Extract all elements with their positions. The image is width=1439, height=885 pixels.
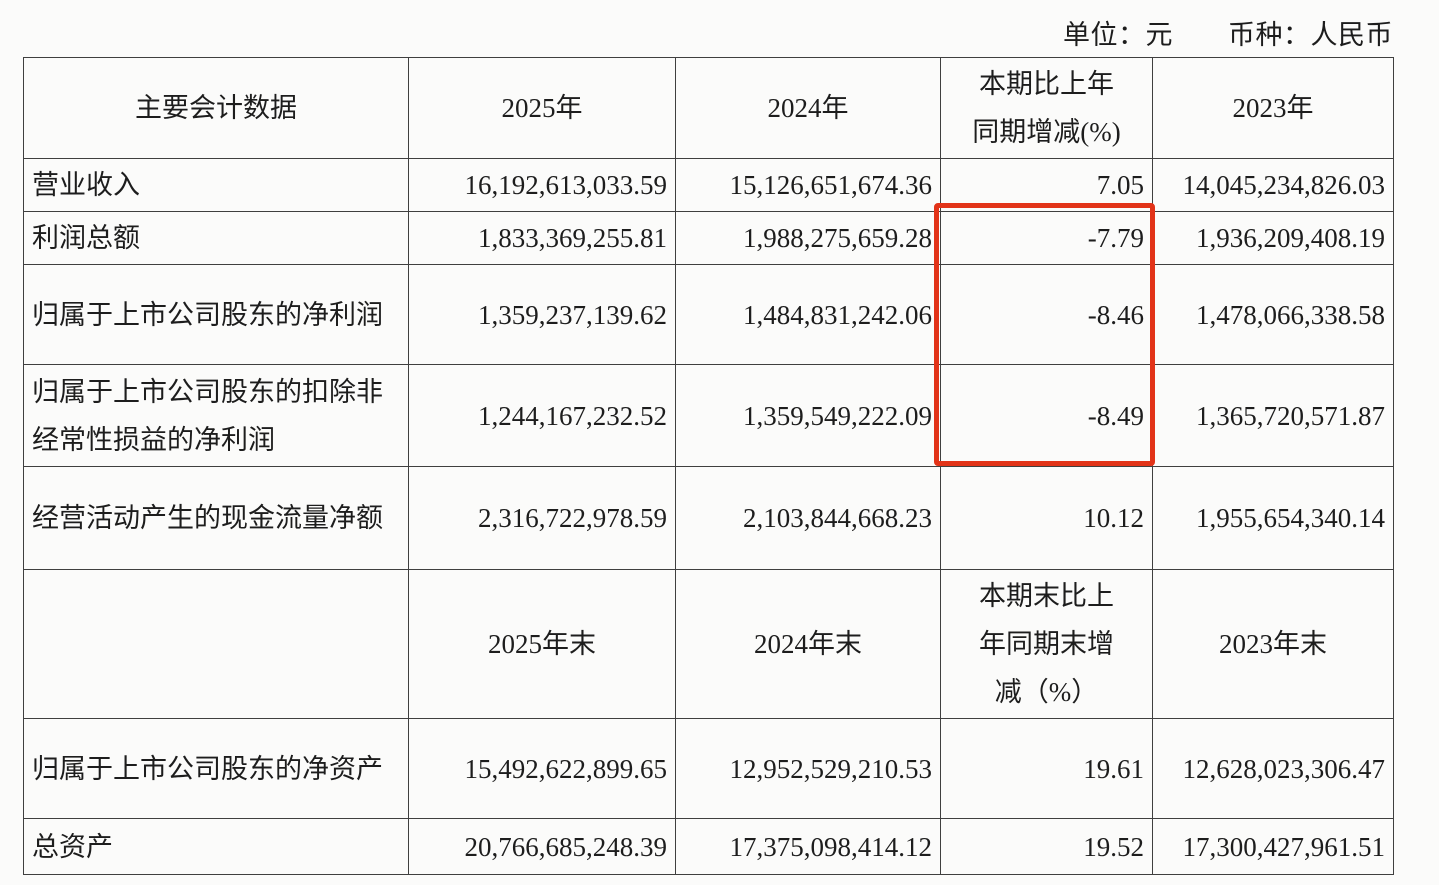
value-2023: 14,045,234,826.03 — [1152, 158, 1394, 213]
header-2023-end: 2023年末 — [1152, 569, 1394, 720]
metric-label: 归属于上市公司股东的净资产 — [23, 718, 409, 820]
table-row: 归属于上市公司股东的净资产 15,492,622,899.65 12,952,5… — [23, 718, 1394, 820]
value-2024: 15,126,651,674.36 — [675, 158, 941, 213]
value-delta: -8.49 — [940, 364, 1153, 468]
metric-label: 归属于上市公司股东的净利润 — [23, 264, 409, 366]
accounting-data-table-wrap: 主要会计数据 2025年 2024年 本期比上年 同期增减(%) 2023年 营… — [23, 56, 1394, 876]
value-2025: 16,192,613,033.59 — [408, 158, 676, 213]
value-delta: 7.05 — [940, 158, 1153, 213]
value-2025: 1,833,369,255.81 — [408, 211, 676, 266]
value-2024: 17,375,098,414.12 — [675, 818, 941, 876]
header-2023: 2023年 — [1152, 56, 1394, 160]
metric-label: 总资产 — [23, 818, 409, 876]
value-delta: 10.12 — [940, 466, 1153, 571]
header-metric: 主要会计数据 — [23, 56, 409, 160]
header-delta-line1: 本期比上年 — [979, 69, 1114, 99]
header-delta-end-line3: 减（%） — [994, 677, 1099, 708]
value-2025: 1,244,167,232.52 — [408, 364, 676, 468]
metric-label: 营业收入 — [23, 158, 409, 213]
table-row: 归属于上市公司股东的扣除非经常性损益的净利润 1,244,167,232.52 … — [23, 364, 1394, 468]
value-2024: 1,988,275,659.28 — [675, 211, 941, 266]
header-2025: 2025年 — [408, 56, 676, 160]
value-2023: 1,936,209,408.19 — [1152, 211, 1394, 266]
header-empty — [23, 569, 409, 720]
value-2023: 1,365,720,571.87 — [1152, 364, 1394, 468]
header-2024: 2024年 — [675, 56, 941, 160]
header-delta-end: 本期末比上 年同期末增 减（%） — [940, 569, 1153, 720]
value-delta: -7.79 — [940, 211, 1153, 266]
value-2023: 17,300,427,961.51 — [1152, 818, 1394, 876]
value-2024: 1,484,831,242.06 — [675, 264, 941, 366]
table-row: 营业收入 16,192,613,033.59 15,126,651,674.36… — [23, 158, 1394, 213]
value-2025: 2,316,722,978.59 — [408, 466, 676, 571]
accounting-data-table: 主要会计数据 2025年 2024年 本期比上年 同期增减(%) 2023年 营… — [23, 56, 1394, 876]
header-delta-line2: 同期增减(%) — [972, 117, 1121, 148]
metric-label: 利润总额 — [23, 211, 409, 266]
table-row: 总资产 20,766,685,248.39 17,375,098,414.12 … — [23, 818, 1394, 876]
value-delta: 19.52 — [940, 818, 1153, 876]
table-row: 经营活动产生的现金流量净额 2,316,722,978.59 2,103,844… — [23, 466, 1394, 571]
value-2023: 1,955,654,340.14 — [1152, 466, 1394, 571]
table-header-row-end: 2025年末 2024年末 本期末比上 年同期末增 减（%） 2023年末 — [23, 569, 1394, 720]
table-row: 归属于上市公司股东的净利润 1,359,237,139.62 1,484,831… — [23, 264, 1394, 366]
value-2023: 1,478,066,338.58 — [1152, 264, 1394, 366]
value-2023: 12,628,023,306.47 — [1152, 718, 1394, 820]
value-2025: 20,766,685,248.39 — [408, 818, 676, 876]
value-delta: -8.46 — [940, 264, 1153, 366]
metric-label: 经营活动产生的现金流量净额 — [23, 466, 409, 571]
value-delta: 19.61 — [940, 718, 1153, 820]
header-delta: 本期比上年 同期增减(%) — [940, 56, 1153, 160]
header-2024-end: 2024年末 — [675, 569, 941, 720]
table-header-row-period: 主要会计数据 2025年 2024年 本期比上年 同期增减(%) 2023年 — [23, 56, 1394, 160]
value-2025: 1,359,237,139.62 — [408, 264, 676, 366]
table-row: 利润总额 1,833,369,255.81 1,988,275,659.28 -… — [23, 211, 1394, 266]
value-2025: 15,492,622,899.65 — [408, 718, 676, 820]
value-2024: 12,952,529,210.53 — [675, 718, 941, 820]
header-delta-end-line2: 年同期末增 — [979, 629, 1114, 660]
header-2025-end: 2025年末 — [408, 569, 676, 720]
header-delta-end-line1: 本期末比上 — [979, 581, 1114, 612]
value-2024: 2,103,844,668.23 — [675, 466, 941, 571]
unit-currency-label: 单位：元 币种：人民币 — [1063, 20, 1393, 50]
metric-label: 归属于上市公司股东的扣除非经常性损益的净利润 — [23, 364, 409, 468]
value-2024: 1,359,549,222.09 — [675, 364, 941, 468]
